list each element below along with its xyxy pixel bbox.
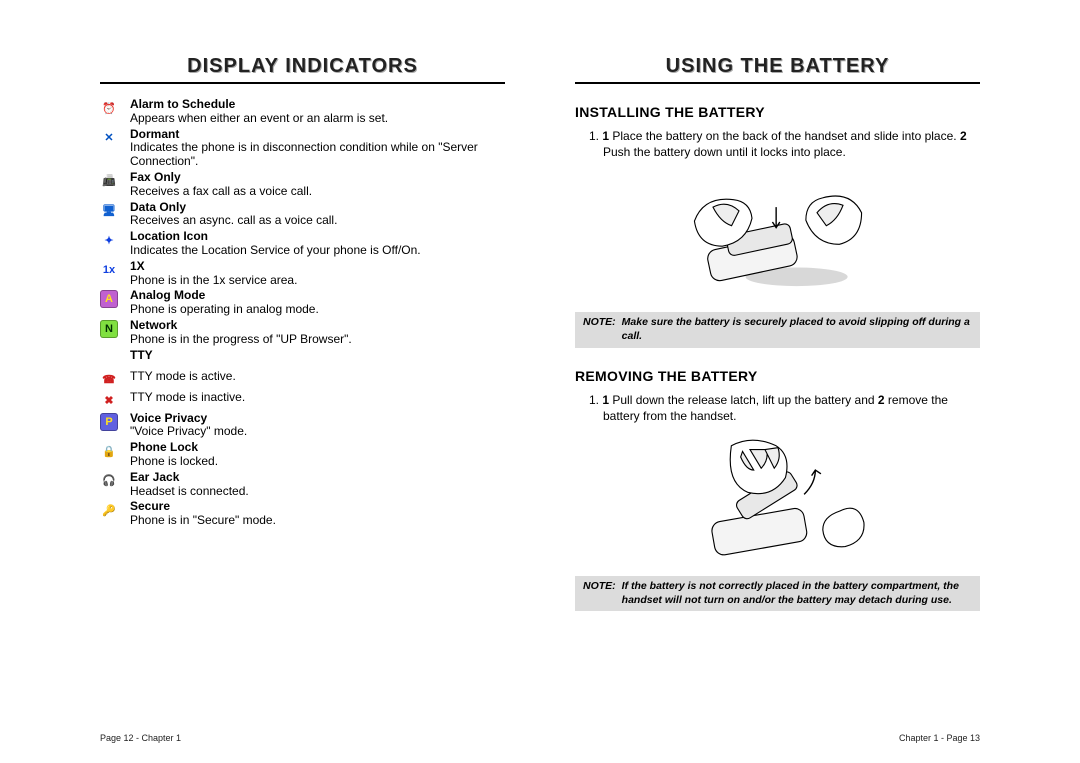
indicator-text: TTY mode is inactive. — [130, 391, 505, 405]
note-install: NOTE: Make sure the battery is securely … — [575, 312, 980, 347]
indicator-desc: Phone is in "Secure" mode. — [130, 514, 505, 528]
indicator-text: Alarm to ScheduleAppears when either an … — [130, 98, 505, 126]
indicator-text: Ear JackHeadset is connected. — [130, 471, 505, 499]
indicator-icon: 🔒 — [100, 442, 118, 460]
indicator-row: ⏰ Alarm to ScheduleAppears when either an… — [100, 98, 505, 126]
indicator-row: A Analog ModePhone is operating in analog… — [100, 289, 505, 317]
indicator-desc: Phone is in the 1x service area. — [130, 274, 505, 288]
indicator-desc: Indicates the phone is in disconnection … — [130, 141, 505, 169]
indicator-title: Ear Jack — [130, 471, 505, 485]
indicator-title: Analog Mode — [130, 289, 505, 303]
section-remove-title: REMOVING THE BATTERY — [575, 368, 980, 384]
indicator-icon: 🔑 — [100, 501, 118, 519]
indicator-icon: P — [100, 413, 118, 431]
indicator-icon: 1x — [100, 261, 118, 279]
indicator-icon: 📠 — [100, 172, 118, 190]
indicator-icon: A — [100, 290, 118, 308]
indicator-text: Phone LockPhone is locked. — [130, 441, 505, 469]
indicator-desc: TTY mode is inactive. — [130, 391, 505, 405]
page-spread: DISPLAY INDICATORS ⏰ Alarm to ScheduleApp… — [0, 0, 1080, 763]
indicator-row: N NetworkPhone is in the progress of "UP … — [100, 319, 505, 347]
remove-step: 1. 1 Pull down the release latch, lift u… — [589, 392, 980, 424]
right-footer: Chapter 1 - Page 13 — [899, 733, 980, 743]
left-header: DISPLAY INDICATORS — [100, 55, 505, 84]
indicator-title: TTY — [130, 349, 505, 363]
indicator-desc: Appears when either an event or an alarm… — [130, 112, 505, 126]
indicator-row: ☎ TTY mode is active. — [100, 370, 505, 389]
indicator-title: Network — [130, 319, 505, 333]
note-remove: NOTE: If the battery is not correctly pl… — [575, 576, 980, 611]
indicator-icon: ✖ — [100, 392, 118, 410]
indicator-title: Phone Lock — [130, 441, 505, 455]
indicator-text: Voice Privacy"Voice Privacy" mode. — [130, 412, 505, 440]
section-install-title: INSTALLING THE BATTERY — [575, 104, 980, 120]
indicator-text: Fax OnlyReceives a fax call as a voice c… — [130, 171, 505, 199]
indicator-row: 🔒 Phone LockPhone is locked. — [100, 441, 505, 469]
right-page: USING THE BATTERY INSTALLING THE BATTERY… — [575, 55, 980, 713]
indicator-icon: N — [100, 320, 118, 338]
indicator-text: Analog ModePhone is operating in analog … — [130, 289, 505, 317]
indicator-row: 🎧 Ear JackHeadset is connected. — [100, 471, 505, 499]
indicator-desc: "Voice Privacy" mode. — [130, 425, 505, 439]
indicator-text: 1XPhone is in the 1x service area. — [130, 260, 505, 288]
indicator-icon: ⏰ — [100, 99, 118, 117]
indicator-text: SecurePhone is in "Secure" mode. — [130, 500, 505, 528]
indicator-text: NetworkPhone is in the progress of "UP B… — [130, 319, 505, 347]
indicator-icon: 🎧 — [100, 472, 118, 490]
indicator-desc: TTY mode is active. — [130, 370, 505, 384]
indicator-icon: 🖥 — [100, 202, 118, 220]
indicator-desc: Phone is locked. — [130, 455, 505, 469]
indicator-row: ✦ Location IconIndicates the Location Ser… — [100, 230, 505, 258]
indicator-row: 🔑 SecurePhone is in "Secure" mode. — [100, 500, 505, 528]
indicator-row: ✖ TTY mode is inactive. — [100, 391, 505, 410]
right-header: USING THE BATTERY — [575, 55, 980, 84]
indicator-desc: Receives an async. call as a voice call. — [130, 214, 505, 228]
indicator-text: Data OnlyReceives an async. call as a vo… — [130, 201, 505, 229]
indicator-list: ⏰ Alarm to ScheduleAppears when either an… — [100, 98, 505, 528]
indicator-row: 1x 1XPhone is in the 1x service area. — [100, 260, 505, 288]
indicator-icon: ✦ — [100, 231, 118, 249]
indicator-row: TTY — [100, 349, 505, 368]
indicator-desc: Indicates the Location Service of your p… — [130, 244, 505, 258]
indicator-title: Secure — [130, 500, 505, 514]
indicator-title: Data Only — [130, 201, 505, 215]
indicator-text: TTY — [130, 349, 505, 363]
indicator-icon: ✕ — [100, 129, 118, 147]
indicator-title: Alarm to Schedule — [130, 98, 505, 112]
left-footer: Page 12 - Chapter 1 — [100, 733, 181, 743]
indicator-title: Dormant — [130, 128, 505, 142]
indicator-text: Location IconIndicates the Location Serv… — [130, 230, 505, 258]
indicator-title: 1X — [130, 260, 505, 274]
indicator-icon: ☎ — [100, 371, 118, 389]
remove-illustration — [673, 434, 883, 564]
install-step: 1. 1 Place the battery on the back of th… — [589, 128, 980, 160]
indicator-desc: Phone is operating in analog mode. — [130, 303, 505, 317]
indicator-title: Fax Only — [130, 171, 505, 185]
indicator-icon — [100, 350, 118, 368]
indicator-row: P Voice Privacy"Voice Privacy" mode. — [100, 412, 505, 440]
indicator-desc: Headset is connected. — [130, 485, 505, 499]
indicator-row: 📠 Fax OnlyReceives a fax call as a voice … — [100, 171, 505, 199]
indicator-text: DormantIndicates the phone is in disconn… — [130, 128, 505, 169]
indicator-row: ✕ DormantIndicates the phone is in discon… — [100, 128, 505, 169]
install-illustration — [673, 170, 883, 300]
indicator-text: TTY mode is active. — [130, 370, 505, 384]
indicator-desc: Receives a fax call as a voice call. — [130, 185, 505, 199]
indicator-title: Location Icon — [130, 230, 505, 244]
indicator-title: Voice Privacy — [130, 412, 505, 426]
indicator-desc: Phone is in the progress of "UP Browser"… — [130, 333, 505, 347]
left-page: DISPLAY INDICATORS ⏰ Alarm to ScheduleApp… — [100, 55, 505, 713]
indicator-row: 🖥 Data OnlyReceives an async. call as a v… — [100, 201, 505, 229]
